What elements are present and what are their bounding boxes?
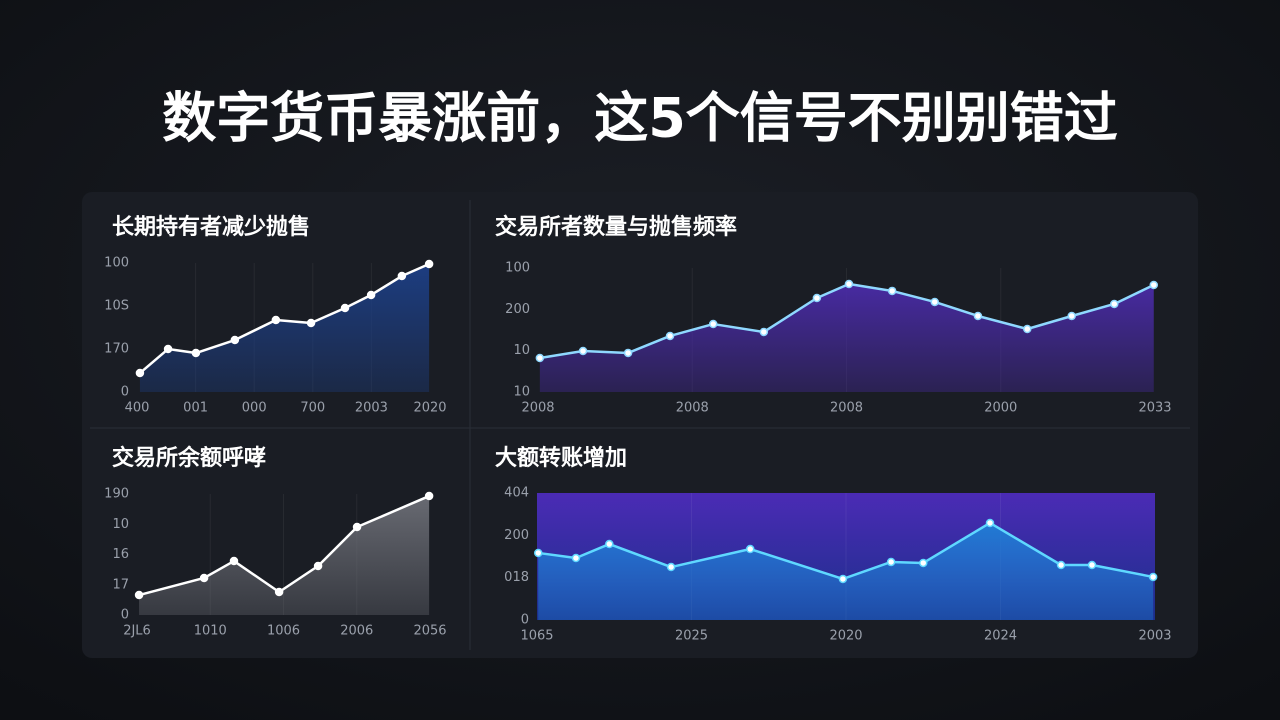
x-axis-label: 1065 <box>520 629 553 644</box>
y-axis-label: 018 <box>504 570 529 585</box>
point <box>535 353 545 363</box>
x-axis-label: 400 <box>125 401 150 416</box>
point <box>985 518 995 528</box>
y-axis-label: 10S <box>104 299 129 314</box>
point <box>340 303 350 313</box>
panel-title: 交易所者数量与抛售频率 <box>495 214 737 240</box>
point <box>134 590 144 600</box>
line <box>139 262 430 374</box>
point <box>397 271 407 281</box>
y-axis-label: 200 <box>504 528 529 543</box>
point <box>665 331 675 341</box>
y-axis-label: 100 <box>505 261 530 276</box>
page-title: 数字货币暴涨前，这5个信号不别别错过 <box>162 87 1118 150</box>
point <box>666 562 676 572</box>
point <box>229 556 239 566</box>
x-axis-label: 2003 <box>1138 629 1171 644</box>
point <box>352 522 362 532</box>
x-axis-label: 2008 <box>830 401 863 416</box>
y-axis-label: 0 <box>521 613 529 628</box>
point <box>306 318 316 328</box>
y-axis-label: 200 <box>505 302 530 317</box>
point <box>163 344 173 354</box>
area <box>539 283 1154 392</box>
point <box>199 573 209 583</box>
point <box>424 259 434 269</box>
x-axis-label: 2008 <box>676 401 709 416</box>
x-axis-label: 2JL6 <box>123 624 151 639</box>
point <box>1056 560 1066 570</box>
point <box>271 315 281 325</box>
y-axis-label: 0 <box>121 385 129 400</box>
point <box>571 553 581 563</box>
point <box>708 319 718 329</box>
point <box>605 539 614 549</box>
x-axis-label: 2024 <box>984 629 1017 644</box>
point <box>1149 280 1159 290</box>
panel-title: 长期持有者减少抛售 <box>112 214 310 240</box>
y-axis-label: 10 <box>513 385 530 400</box>
x-axis-label: 2006 <box>340 624 373 639</box>
point <box>578 346 588 356</box>
point <box>838 574 848 584</box>
x-axis-label: 2003 <box>355 401 388 416</box>
point <box>745 544 755 554</box>
y-axis-label: 16 <box>112 547 129 562</box>
x-axis-label: 700 <box>300 401 325 416</box>
point <box>886 557 896 567</box>
area <box>139 264 430 392</box>
y-axis-label: 100 <box>104 256 129 271</box>
x-axis-label: 2020 <box>413 401 446 416</box>
panel-title: 交易所余额呼哮 <box>112 445 266 471</box>
y-axis-label: 17 <box>112 577 129 592</box>
x-axis-label: 001 <box>183 401 208 416</box>
point <box>1148 572 1158 582</box>
point <box>1110 299 1119 309</box>
x-axis-label: 1010 <box>194 624 227 639</box>
point <box>533 548 543 558</box>
y-axis-label: 0 <box>121 608 129 623</box>
point <box>1023 324 1032 334</box>
panel-title: 大额转账增加 <box>495 445 627 471</box>
y-axis-label: 404 <box>504 486 529 501</box>
line <box>538 521 1154 581</box>
point <box>919 558 928 568</box>
point <box>1067 311 1076 321</box>
point <box>366 290 376 300</box>
point <box>274 587 284 597</box>
point <box>191 348 201 358</box>
x-axis-label: 2056 <box>413 624 446 639</box>
point <box>844 279 854 289</box>
x-axis-label: 1006 <box>267 624 300 639</box>
point <box>1087 560 1097 570</box>
point <box>973 311 983 321</box>
x-axis-label: 000 <box>242 401 267 416</box>
point <box>759 327 769 337</box>
point <box>230 335 240 345</box>
point <box>930 297 939 307</box>
point <box>313 561 323 571</box>
y-axis-label: 170 <box>104 342 129 357</box>
point <box>424 491 434 501</box>
y-axis-label: 10 <box>513 343 530 358</box>
x-axis-label: 2008 <box>521 401 554 416</box>
point <box>623 348 633 358</box>
point <box>812 293 822 303</box>
point <box>135 368 145 378</box>
point <box>887 286 897 296</box>
x-axis-label: 2033 <box>1138 401 1171 416</box>
area <box>139 496 430 615</box>
y-axis-label: 10 <box>112 517 129 532</box>
y-axis-label: 190 <box>104 487 129 502</box>
x-axis-label: 2020 <box>829 629 862 644</box>
area <box>538 522 1154 620</box>
x-axis-label: 2000 <box>984 401 1017 416</box>
x-axis-label: 2025 <box>675 629 708 644</box>
